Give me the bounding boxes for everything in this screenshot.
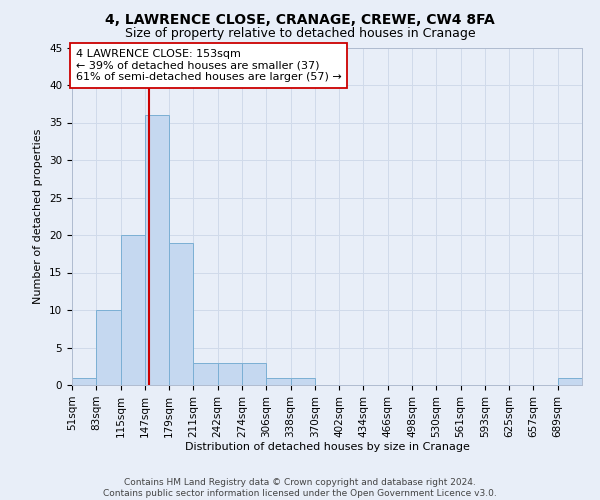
Y-axis label: Number of detached properties: Number of detached properties — [34, 128, 43, 304]
Bar — [558, 378, 582, 385]
Bar — [290, 378, 315, 385]
Bar — [266, 378, 290, 385]
Text: Contains HM Land Registry data © Crown copyright and database right 2024.
Contai: Contains HM Land Registry data © Crown c… — [103, 478, 497, 498]
Bar — [242, 362, 266, 385]
Text: 4 LAWRENCE CLOSE: 153sqm
← 39% of detached houses are smaller (37)
61% of semi-d: 4 LAWRENCE CLOSE: 153sqm ← 39% of detach… — [76, 49, 341, 82]
Bar — [145, 115, 169, 385]
Bar — [96, 310, 121, 385]
Bar — [72, 378, 96, 385]
Text: Size of property relative to detached houses in Cranage: Size of property relative to detached ho… — [125, 28, 475, 40]
Text: 4, LAWRENCE CLOSE, CRANAGE, CREWE, CW4 8FA: 4, LAWRENCE CLOSE, CRANAGE, CREWE, CW4 8… — [105, 12, 495, 26]
Bar — [218, 362, 242, 385]
X-axis label: Distribution of detached houses by size in Cranage: Distribution of detached houses by size … — [185, 442, 469, 452]
Bar — [169, 242, 193, 385]
Bar — [193, 362, 218, 385]
Bar — [121, 235, 145, 385]
